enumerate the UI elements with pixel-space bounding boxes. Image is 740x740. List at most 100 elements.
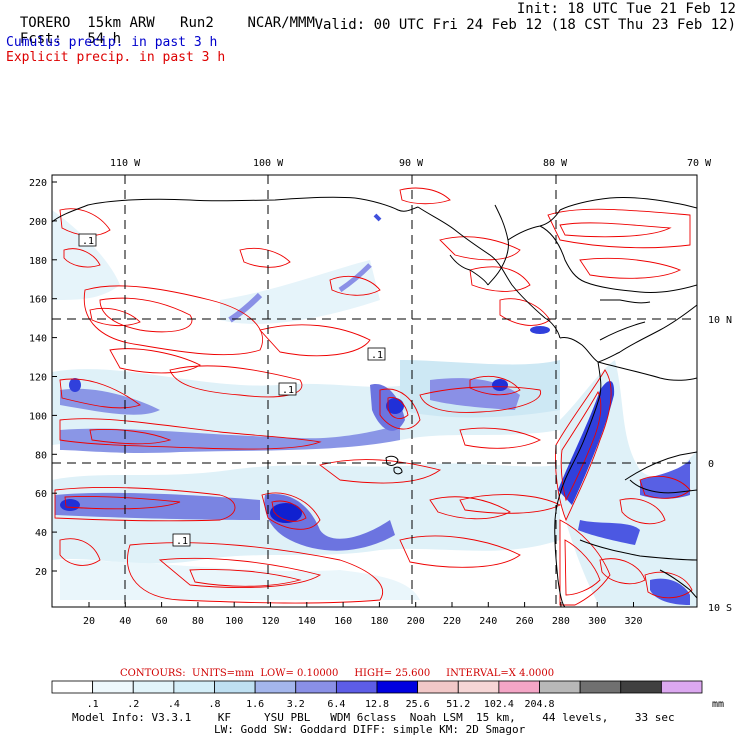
contours-label: CONTOURS: [120,668,186,679]
coastlines [52,196,697,607]
contours-low: LOW= 0.10000 [260,668,339,679]
contour-box-3-label: .1 [282,385,294,396]
color-bar-swatches [51,680,703,694]
contours-units: UNITS=mm [192,668,255,679]
model-info-line1: Model Info: V3.3.1 KF YSU PBL WDM 6class… [72,711,675,724]
x-tick-label: 120 [261,616,279,627]
lat-label-0: 0 [708,459,714,470]
precip-shading [52,210,697,607]
y-tick-label: 40 [35,528,47,539]
color-bar-swatch [295,680,337,694]
color-bar-swatch [620,680,662,694]
x-tick-label: 300 [588,616,606,627]
model-center: NCAR/MMM [247,15,315,31]
color-bar-swatch [376,680,419,694]
y-tick-label: 200 [29,217,47,228]
latitude-labels: 10 N 0 10 S [708,315,732,614]
x-tick-label: 180 [370,616,388,627]
x-tick-label: 80 [192,616,204,627]
plot-frame [51,174,698,608]
x-tick-label: 320 [624,616,642,627]
color-bar-swatch [417,680,459,694]
lon-label-110w: 110 W [110,158,141,169]
color-bar-swatch [660,680,703,694]
color-bar-swatch [498,680,540,694]
color-bar-swatch [214,680,256,694]
forecast-hour: Fcst: 54 h [3,18,121,46]
color-bar-swatch [92,680,134,694]
color-bar-label: 102.4 [484,699,514,710]
lat-lon-grid [52,175,697,607]
lat-label-10n: 10 N [708,315,732,326]
contour-box-4 [172,533,191,547]
color-bar-label: 6.4 [327,699,345,710]
contours-high: HIGH= 25.600 [354,668,431,679]
contour-box-2-label: .1 [371,350,383,361]
y-tick-label: 220 [29,178,47,189]
color-bar: .1.2.4.8 1.6 3.2 6.4 12.8 25.6 51.2 102.4 204.8 … [51,680,724,710]
color-bar-swatch [173,680,215,694]
contour-box-4-label: .1 [176,536,188,547]
y-tick-label: 120 [29,373,47,384]
forecast-label: Fcst: [19,31,63,47]
model-run: Run2 [180,15,214,31]
field-label-cumulus: Cumulus precip. in past 3 h [6,35,218,50]
x-tick-label: 20 [83,616,95,627]
lon-label-80w: 80 W [543,158,568,169]
color-bar-label: .1 [87,699,99,710]
color-bar-label: 51.2 [446,699,470,710]
forecast-value: 54 h [87,31,122,47]
color-bar-label: 25.6 [406,699,430,710]
x-tick-label: 100 [225,616,243,627]
lon-label-90w: 90 W [399,158,424,169]
color-bar-label: 1.6 [246,699,264,710]
x-axis-ticks: 20 40 60 80 100 120 140 160 180 200 220 240 260 280 30… [83,602,643,627]
color-bar-label: 12.8 [365,699,389,710]
x-tick-label: 200 [407,616,425,627]
explicit-precip-contours [54,187,693,606]
x-tick-label: 240 [479,616,497,627]
y-tick-label: 60 [35,489,47,500]
color-bar-labels: .1 .2 .4 .8 1.6 3.2 6.4 12.8 25.6 51.2 102.4 204.8 [87,699,555,710]
x-tick-label: 260 [516,616,534,627]
y-tick-label: 180 [29,256,47,267]
color-bar-label: 204.8 [524,699,554,710]
model-resolution: 15km ARW [87,15,155,31]
model-name: TORERO [19,15,71,31]
y-tick-label: 80 [35,450,47,461]
x-tick-label: 220 [443,616,461,627]
x-tick-label: 160 [334,616,352,627]
y-axis-ticks: 220 200 180 160 140 120 100 80 60 40 20 [29,178,57,578]
contours-info: CONTOURS: UNITS=mm LOW= 0.10000 HIGH= 25… [120,668,554,679]
lon-label-70w: 70 W [687,158,712,169]
lon-label-100w: 100 W [253,158,284,169]
color-bar-swatch [539,680,581,694]
model-info-line2: LW: Godd SW: Goddard DIFF: simple KM: 2D… [214,723,526,736]
y-tick-label: 100 [29,411,47,422]
color-bar-swatch [457,680,500,694]
contour-box-1-label: .1 [82,236,94,247]
y-tick-label: 140 [29,334,47,345]
valid-time: Valid: 00 UTC Fri 24 Feb 12 (18 CST Thu … [314,17,736,33]
color-bar-label: .4 [168,699,180,710]
color-bar-swatch [51,680,94,694]
lat-label-10s: 10 S [708,603,732,614]
contour-label-boxes: .1 .1 .1 .1 [78,233,386,547]
field-label-explicit: Explicit precip. in past 3 h [6,50,226,65]
contour-box-2 [367,347,386,361]
y-tick-label: 160 [29,295,47,306]
color-bar-units: mm [712,699,724,710]
contour-box-3 [278,382,297,396]
color-bar-label: .8 [208,699,220,710]
color-bar-label: 3.2 [287,699,305,710]
contour-box-1 [78,233,97,247]
color-bar-swatch [335,680,378,694]
color-bar-swatch [132,680,175,694]
x-tick-label: 280 [552,616,570,627]
init-time: Init: 18 UTC Tue 21 Feb 12 [516,1,736,17]
color-bar-label: .2 [127,699,139,710]
color-bar-swatch [254,680,297,694]
x-tick-label: 40 [119,616,131,627]
longitude-labels: 110 W 100 W 90 W 80 W 70 W [110,158,712,169]
